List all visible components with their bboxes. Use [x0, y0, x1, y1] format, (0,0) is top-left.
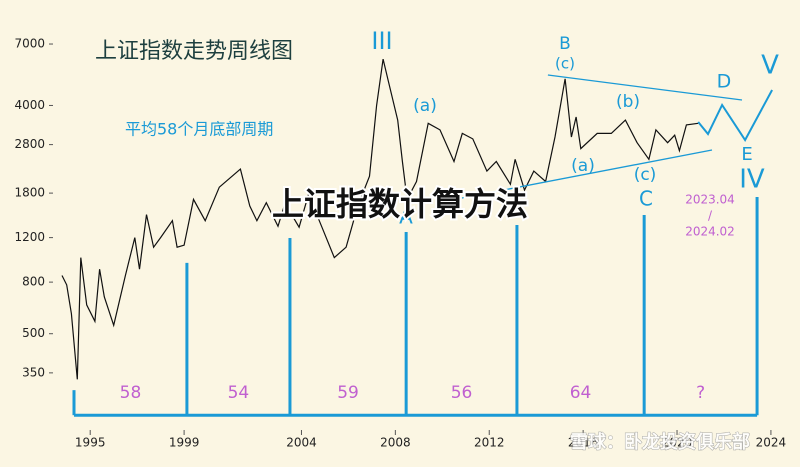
projection	[697, 89, 773, 142]
x-tick-label: 2004	[286, 436, 317, 450]
overlay-title: 上证指数计算方法	[272, 185, 528, 223]
wave-label: D	[717, 71, 732, 93]
wave-label: (c)	[634, 165, 657, 185]
y-tick-label: 1800	[14, 186, 45, 200]
x-tick-label: 2008	[380, 436, 411, 450]
date-note: 2023.04	[685, 193, 735, 207]
wave-label: (a)	[571, 156, 595, 176]
wave-label: (c)	[555, 55, 575, 73]
y-tick-label: 4000	[14, 98, 45, 112]
y-tick-label: 7000	[14, 37, 45, 51]
cycle-label: 56	[451, 383, 473, 403]
cycle-label: ?	[696, 383, 705, 403]
price-line	[61, 58, 699, 380]
wave-label: A	[399, 205, 413, 229]
chart-title: 上证指数走势周线图	[95, 39, 293, 64]
y-tick-label: 500	[22, 326, 45, 340]
cycle-label: 58	[120, 383, 142, 403]
cycle-label: 64	[570, 383, 592, 403]
x-tick-label: 1995	[75, 436, 106, 450]
y-tick-label: 800	[22, 275, 45, 289]
trendline	[547, 74, 743, 101]
trendline	[461, 149, 713, 199]
wave-label: V	[761, 51, 779, 81]
subtitle: 平均58个月底部周期	[125, 120, 273, 139]
cycle-label: 59	[337, 383, 359, 403]
watermark: 雪球：卧龙投资俱乐部	[570, 431, 750, 453]
y-tick-label: 2800	[14, 137, 45, 151]
wave-label: C	[639, 187, 653, 211]
y-tick-label: 350	[22, 365, 45, 379]
wave-label: III	[371, 27, 392, 55]
wave-label: (a)	[413, 96, 437, 116]
wave-label: IV	[739, 165, 765, 195]
x-tick-label: 2012	[474, 436, 505, 450]
cycle-label: 54	[228, 383, 250, 403]
date-note: 2024.02	[685, 225, 735, 239]
wave-label: B	[559, 34, 571, 54]
x-tick-label: 2016	[568, 436, 599, 450]
date-note: /	[708, 209, 713, 223]
x-tick-label: 1999	[169, 436, 200, 450]
x-tick-label: 2020	[662, 436, 693, 450]
x-tick-label: 2024	[756, 436, 787, 450]
wave-label: E	[741, 144, 752, 165]
y-tick-label: 1200	[14, 230, 45, 244]
wave-label: (b)	[616, 92, 640, 112]
